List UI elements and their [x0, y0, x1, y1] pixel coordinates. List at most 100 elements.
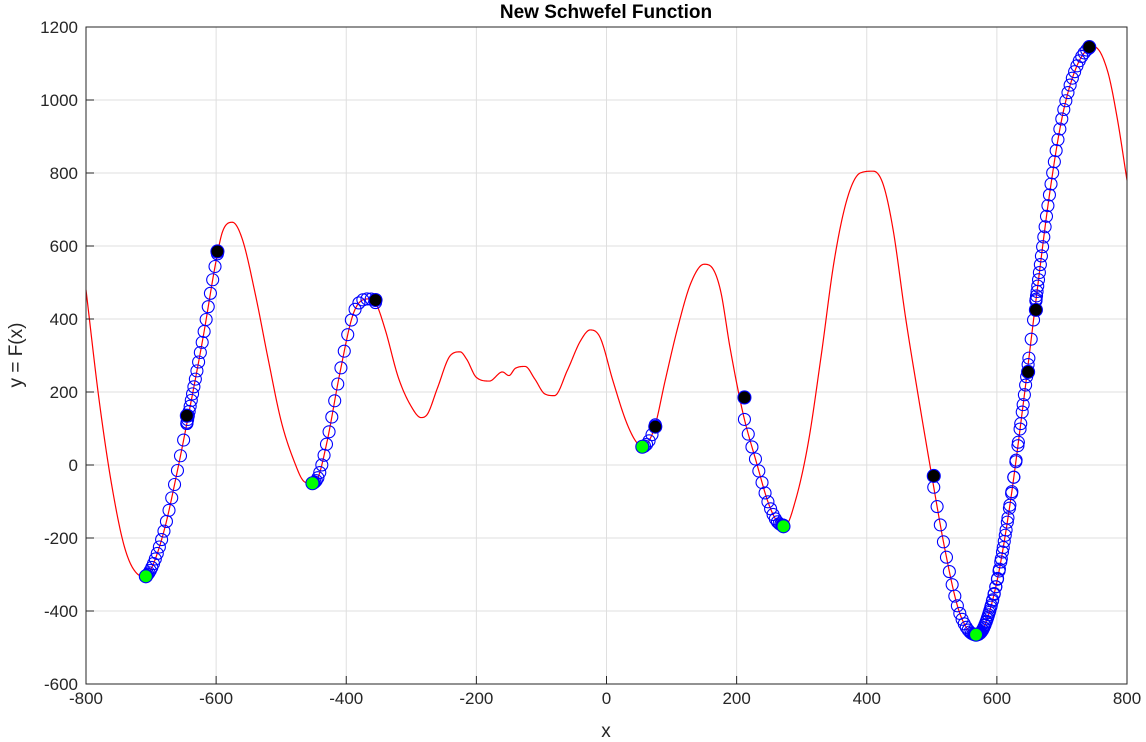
iteration-marker [1070, 59, 1084, 73]
iteration-marker [322, 425, 336, 439]
iteration-marker [1019, 378, 1033, 392]
x-tick-label: -600 [199, 689, 233, 708]
iteration-marker [187, 380, 201, 394]
iteration-marker [190, 364, 204, 378]
iteration-marker [761, 495, 775, 509]
iteration-marker [331, 377, 345, 391]
iteration-marker [1042, 188, 1056, 202]
x-axis-label: x [601, 721, 611, 742]
iteration-marker [152, 540, 166, 554]
y-tick-label: 1000 [40, 91, 78, 110]
y-axis-ticks: 1200 1000 800 600 400 200 0 -200 -400 -600 [40, 18, 94, 694]
iteration-marker [192, 355, 206, 369]
y-tick-label: -400 [44, 602, 78, 621]
start-point-marker [1028, 302, 1043, 317]
iteration-marker [1051, 133, 1065, 147]
iteration-marker [745, 440, 759, 454]
iteration-marker [167, 477, 182, 492]
y-tick-label: 1200 [40, 18, 78, 37]
iteration-marker [1024, 332, 1038, 346]
iteration-marker [1017, 388, 1031, 402]
y-tick-label: 800 [50, 164, 78, 183]
iteration-marker [989, 580, 1003, 594]
iteration-marker [325, 410, 339, 424]
iteration-marker [1053, 122, 1067, 136]
iteration-marker [193, 345, 207, 360]
iteration-marker [942, 565, 956, 579]
start-point-marker [926, 468, 941, 484]
iteration-marker [344, 313, 358, 327]
iteration-marker [315, 458, 329, 472]
iteration-marker [1005, 485, 1019, 499]
iteration-marker [936, 535, 950, 549]
iteration-marker [328, 394, 342, 408]
iteration-marker [933, 518, 947, 532]
iteration-marker [1011, 439, 1025, 453]
y-tick-label: 200 [50, 383, 78, 402]
start-point-marker [368, 292, 383, 308]
iteration-marker [195, 335, 209, 349]
iteration-marker [208, 259, 222, 274]
end-point-marker [776, 519, 791, 534]
iteration-marker [1030, 284, 1044, 299]
iteration-marker [1047, 155, 1061, 169]
iteration-marker [1041, 199, 1055, 213]
iteration-marker [337, 344, 351, 358]
x-tick-label: -400 [329, 689, 363, 708]
iteration-marker [1016, 398, 1030, 412]
iteration-marker [1032, 265, 1046, 280]
iteration-marker [755, 475, 769, 490]
x-tick-label: -200 [459, 689, 493, 708]
iteration-marker [1059, 94, 1073, 108]
end-point-marker [635, 439, 650, 454]
iteration-marker [1057, 102, 1071, 117]
iteration-marker [948, 589, 962, 603]
iteration-marker [185, 387, 200, 401]
iteration-marker [930, 500, 944, 514]
iteration-marker [1034, 249, 1048, 263]
x-tick-label: 0 [602, 689, 611, 708]
iteration-marker [748, 452, 763, 466]
start-point-marker [1082, 40, 1097, 55]
iteration-marker [184, 393, 198, 407]
iteration-marker [1068, 65, 1082, 79]
y-tick-label: -200 [44, 529, 78, 548]
iteration-marker [177, 433, 191, 447]
iteration-marker [1003, 498, 1017, 512]
iteration-marker [188, 372, 202, 386]
x-tick-label: -800 [69, 689, 103, 708]
iteration-marker [157, 524, 171, 538]
iteration-marker [170, 463, 185, 478]
y-tick-label: 400 [50, 310, 78, 329]
start-point-marker [737, 390, 752, 405]
end-point-marker [305, 476, 320, 491]
iteration-marker [986, 593, 1000, 607]
iteration-marker [197, 324, 211, 339]
iteration-marker [1039, 209, 1054, 223]
start-point-marker [179, 408, 194, 423]
iteration-marker [201, 300, 215, 314]
iteration-marker [994, 555, 1008, 569]
iteration-marker [1033, 258, 1047, 272]
iteration-marker [352, 296, 366, 310]
iteration-marker [1000, 515, 1014, 529]
iteration-marker [995, 545, 1010, 559]
iteration-marker [1011, 435, 1025, 449]
end-point-marker [138, 569, 153, 584]
y-tick-label: -600 [44, 675, 78, 694]
iteration-marker [341, 328, 355, 342]
x-tick-label: 200 [722, 689, 750, 708]
iteration-marker [1065, 71, 1079, 85]
iteration-marker [1061, 86, 1075, 100]
iteration-marker [334, 361, 348, 375]
iteration-marker [159, 514, 173, 528]
iteration-marker [939, 550, 954, 564]
iteration-marker [1046, 166, 1060, 180]
endpoint-markers [138, 40, 1097, 642]
start-point-marker [648, 419, 663, 434]
start-point-marker [1021, 364, 1036, 379]
iteration-marker [737, 412, 751, 426]
iteration-marker [950, 599, 964, 613]
x-axis-ticks: -800 -600 -400 -200 0 200 400 600 800 [69, 676, 1141, 708]
iteration-marker [1009, 455, 1023, 469]
